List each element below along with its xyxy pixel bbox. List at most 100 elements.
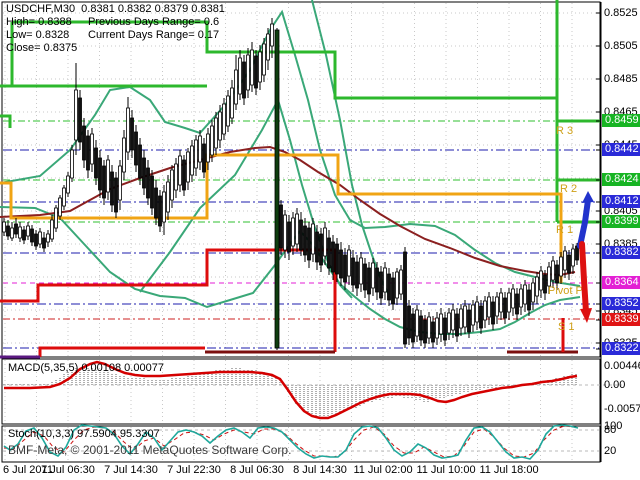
time-label-6-Jul-2011: 6 Jul 2011: [3, 464, 53, 476]
candle-body: [295, 213, 299, 245]
candle-body: [142, 157, 146, 189]
candle-body: [371, 262, 375, 289]
red-step-s2: [38, 346, 205, 357]
candle-body: [495, 296, 499, 317]
candle-body: [186, 151, 190, 183]
pivot-label-pivotp: Pivot P: [548, 285, 583, 297]
candle-body: [523, 284, 527, 305]
stoch-indicator-label: Stoch(10,3,3) 97.5904 95.3307: [8, 428, 160, 440]
candle-body: [487, 296, 491, 318]
candle-body: [26, 225, 30, 237]
candle-body: [246, 54, 250, 91]
price-badge-0.8339: 0.8339: [602, 313, 640, 326]
candle-body: [419, 315, 423, 341]
candle-body: [226, 95, 230, 127]
candle-body: [50, 219, 54, 240]
up-arrow: [577, 197, 591, 249]
candle-body: [274, 29, 280, 349]
candle-body: [54, 207, 58, 229]
candle-body: [307, 227, 311, 261]
price-badge-0.8412: 0.8412: [602, 195, 640, 208]
candle-body: [258, 51, 262, 83]
candle-body: [102, 165, 106, 199]
candle-body: [543, 274, 547, 294]
candle-body: [527, 289, 531, 311]
price-badge-0.8424: 0.8424: [602, 173, 640, 186]
candle-body: [463, 305, 467, 328]
price-badge-0.8382: 0.8382: [602, 246, 640, 259]
candle-body: [98, 157, 102, 191]
prev-days-range-label: Previous Days Range= 0.6: [88, 16, 220, 28]
candle-body: [230, 87, 234, 119]
pivot-label-r1: R 1: [556, 224, 573, 236]
candle-body: [18, 226, 22, 239]
candle-body: [335, 243, 339, 275]
candle-body: [535, 276, 539, 297]
candle-body: [82, 125, 86, 161]
indicator-tick-0.00: 0.00: [604, 379, 626, 391]
indicator-tick--0.00574: -0.00574: [604, 403, 640, 415]
candle-body: [391, 277, 395, 305]
candle-body: [551, 260, 555, 281]
candle-body: [30, 228, 34, 243]
candle-body: [218, 111, 222, 141]
candle-body: [443, 317, 447, 341]
candle-body: [158, 195, 162, 227]
candle-body: [46, 233, 50, 243]
candle-body: [58, 197, 62, 217]
time-label-7-Jul-06-30: 7 Jul 06:30: [41, 464, 95, 476]
green-step-high-1: [12, 20, 557, 100]
candle-body: [291, 217, 295, 247]
indicator-tick-100: 100: [604, 420, 623, 432]
candle-body: [359, 257, 363, 285]
candle-body: [355, 261, 359, 289]
candle-body: [130, 117, 134, 151]
candle-body: [343, 254, 347, 283]
candle-body: [238, 57, 242, 95]
candle-body: [339, 249, 343, 279]
red-step-s: [0, 248, 337, 352]
candle-body: [182, 159, 186, 191]
price-tick-0.8505: 0.8505: [604, 40, 638, 52]
candle-body: [395, 271, 399, 299]
time-label-11-Jul-10-00: 11 Jul 10:00: [416, 464, 476, 476]
candle-body: [559, 256, 563, 277]
candle-body: [194, 139, 198, 169]
candle-body: [6, 225, 10, 237]
time-label-8-Jul-06-30: 8 Jul 06:30: [230, 464, 284, 476]
candle-body: [539, 270, 543, 291]
candle-body: [174, 163, 178, 191]
candle-body: [118, 165, 122, 201]
time-label-8-Jul-14-30: 8 Jul 14:30: [293, 464, 347, 476]
candle-body: [455, 313, 459, 337]
time-label-7-Jul-22-30: 7 Jul 22:30: [167, 464, 221, 476]
candle-body: [363, 263, 367, 291]
candle-body: [323, 227, 327, 257]
candles-layer: [2, 18, 579, 350]
candle-body: [162, 191, 166, 223]
candle-body: [106, 159, 110, 193]
candle-body: [234, 69, 238, 105]
stoch-signal-line: [3, 425, 575, 458]
candle-body: [567, 254, 571, 274]
candle-body: [479, 305, 483, 329]
candle-body: [42, 237, 46, 249]
candle-body: [78, 97, 82, 143]
candle-body: [14, 223, 18, 235]
candle-body: [503, 297, 507, 319]
watermark: BMF-Meta, © 2001-2011 MetaQuotes Softwar…: [8, 443, 292, 457]
candle-body: [531, 282, 535, 303]
candle-body: [287, 221, 291, 253]
candle-body: [547, 266, 551, 287]
candle-body: [214, 117, 218, 149]
time-label-11-Jul-02-00: 11 Jul 02:00: [353, 464, 413, 476]
candle-body: [367, 267, 371, 295]
time-label-7-Jul-14-30: 7 Jul 14:30: [104, 464, 158, 476]
close-label: Close= 0.8375: [6, 42, 78, 54]
high-label: High= 0.8388: [6, 16, 72, 28]
candle-body: [555, 264, 559, 284]
candle-body: [170, 169, 174, 201]
candle-body: [459, 308, 463, 329]
